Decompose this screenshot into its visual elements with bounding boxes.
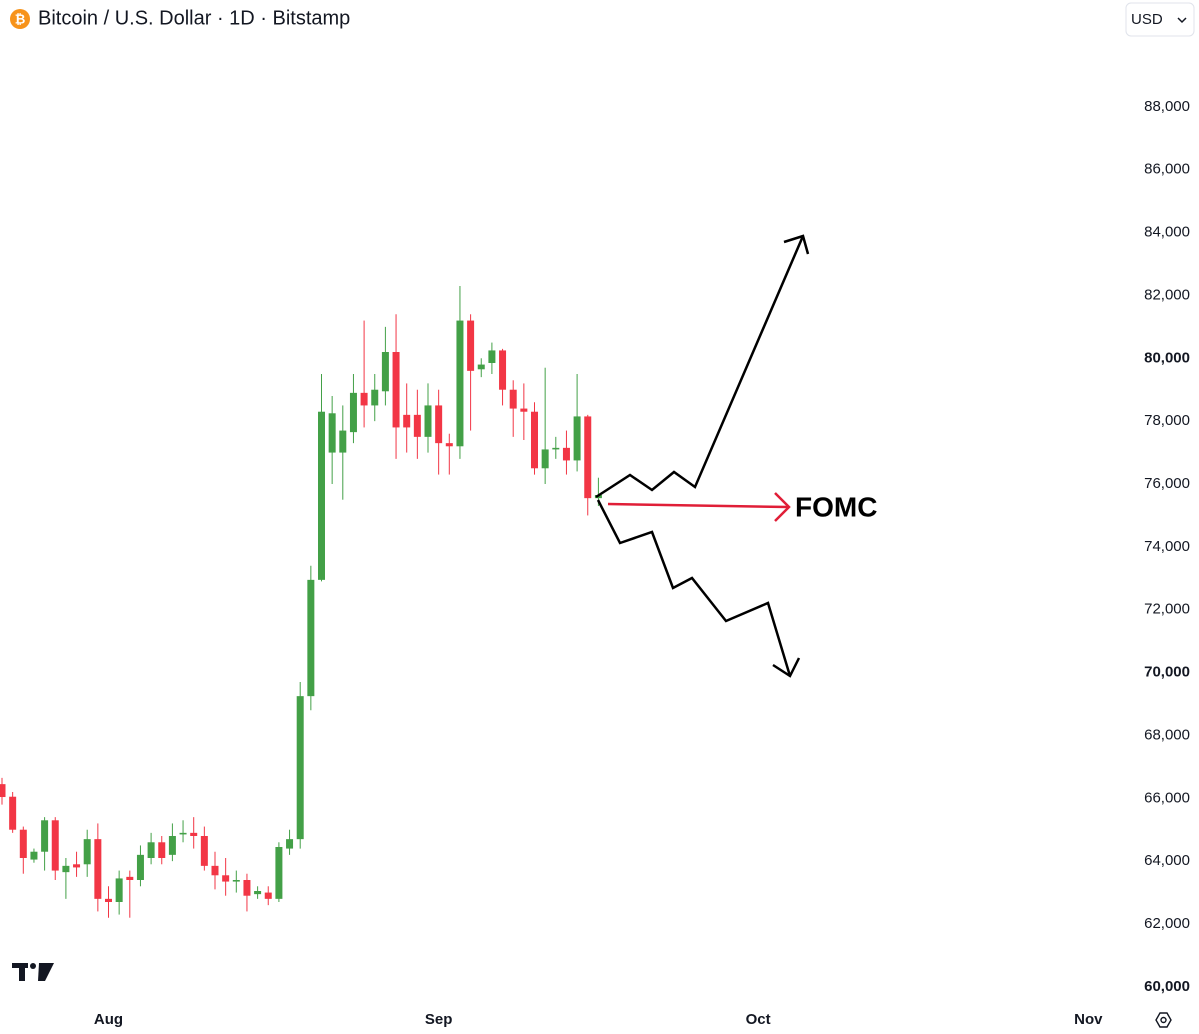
- candle-body: [520, 408, 528, 412]
- candle-body: [232, 880, 240, 882]
- candle-body: [413, 414, 421, 437]
- x-tick-label: Sep: [425, 1011, 453, 1028]
- candle-body: [9, 796, 17, 830]
- currency-select[interactable]: [1125, 2, 1195, 37]
- candle-body: [190, 832, 198, 836]
- candle-body: [286, 839, 294, 849]
- candle-body: [254, 891, 262, 895]
- candle-body: [105, 898, 112, 902]
- candle-body: [381, 352, 389, 392]
- candle-body: [509, 389, 517, 409]
- candle-body: [264, 892, 272, 899]
- candle-body: [467, 320, 475, 371]
- y-tick-label: 64,000: [1144, 852, 1190, 869]
- candle-body: [445, 443, 453, 447]
- dropdown-chevron: [1177, 17, 1187, 24]
- y-tick-label: 78,000: [1144, 412, 1190, 429]
- candle-body: [573, 416, 581, 461]
- candle-body: [541, 449, 549, 469]
- candle-body: [158, 842, 166, 858]
- tradingview-logo: [12, 963, 54, 981]
- candle-body: [531, 411, 538, 469]
- candle-body: [392, 352, 400, 428]
- candle-body: [562, 447, 570, 461]
- candle-body: [211, 865, 219, 876]
- candle-body: [339, 430, 347, 453]
- candle-body: [456, 320, 464, 447]
- fomc-arrow: [607, 502, 789, 509]
- x-tick-label: Aug: [94, 1011, 123, 1028]
- candle-body: [488, 350, 496, 363]
- bullish-arrowhead: [783, 234, 810, 255]
- scenario-arrows: [595, 234, 810, 678]
- y-tick-label: 74,000: [1144, 538, 1190, 555]
- y-tick-label: 86,000: [1144, 161, 1190, 178]
- candle-body: [51, 820, 59, 871]
- y-tick-label: 70,000: [1144, 664, 1190, 681]
- y-tick-label: 60,000: [1144, 978, 1190, 995]
- bitcoin-icon: [10, 9, 30, 29]
- candle-body: [19, 829, 27, 858]
- candle-body: [126, 876, 134, 880]
- fomc-arrowhead: [774, 492, 791, 522]
- y-tick-label: 80,000: [1144, 349, 1190, 366]
- currency-label[interactable]: USD: [1131, 11, 1163, 28]
- y-tick-label: 68,000: [1144, 726, 1190, 743]
- y-tick-label: 88,000: [1144, 98, 1190, 115]
- candle-body: [73, 864, 81, 868]
- candle-body: [552, 447, 560, 450]
- candle-body: [349, 392, 357, 433]
- x-tick-label: Oct: [746, 1011, 771, 1028]
- candles: [0, 286, 602, 918]
- candle-body: [179, 832, 187, 835]
- candle-body: [136, 854, 144, 880]
- candle-body: [328, 413, 336, 453]
- candle-body: [360, 392, 368, 406]
- candle-body: [94, 839, 102, 899]
- candle-body: [41, 820, 49, 852]
- chart-title: Bitcoin / U.S. Dollar · 1D · Bitstamp: [38, 7, 350, 29]
- y-tick-label: 72,000: [1144, 601, 1190, 618]
- bullish-path: [595, 235, 805, 499]
- candle-body: [243, 880, 251, 896]
- candle-body: [30, 851, 38, 860]
- candle-body: [168, 836, 176, 855]
- candle-body: [200, 836, 208, 866]
- annotation: FOMC: [795, 491, 877, 522]
- settings-icon-dot: [1160, 1016, 1167, 1024]
- candle-body: [222, 875, 230, 882]
- candle-body: [115, 878, 123, 902]
- settings-icon[interactable]: [1155, 1012, 1172, 1028]
- candle-body: [499, 350, 507, 390]
- candle-body: [62, 865, 70, 873]
- bearish-arrowhead: [772, 657, 801, 678]
- y-tick-label: 62,000: [1144, 915, 1190, 932]
- candle-body: [424, 405, 432, 437]
- y-tick-label: 82,000: [1144, 286, 1190, 303]
- x-tick-label: Nov: [1074, 1011, 1103, 1028]
- candle-body: [83, 839, 91, 865]
- candle-body: [147, 842, 155, 858]
- candle-body: [318, 411, 325, 580]
- y-tick-label: 66,000: [1144, 789, 1190, 806]
- y-tick-label: 84,000: [1144, 224, 1190, 241]
- candle-body: [296, 696, 304, 840]
- candle-body: [584, 416, 592, 499]
- bitcoin-glyph: ₿: [15, 11, 26, 26]
- candle-body: [403, 414, 411, 428]
- candle-body: [0, 784, 6, 798]
- candle-body: [435, 405, 443, 444]
- candle-body: [371, 389, 379, 406]
- candle-body: [275, 847, 283, 899]
- candle-body: [307, 579, 315, 697]
- y-tick-label: 76,000: [1144, 475, 1190, 492]
- candle-body: [477, 364, 485, 370]
- bearish-path: [596, 499, 792, 677]
